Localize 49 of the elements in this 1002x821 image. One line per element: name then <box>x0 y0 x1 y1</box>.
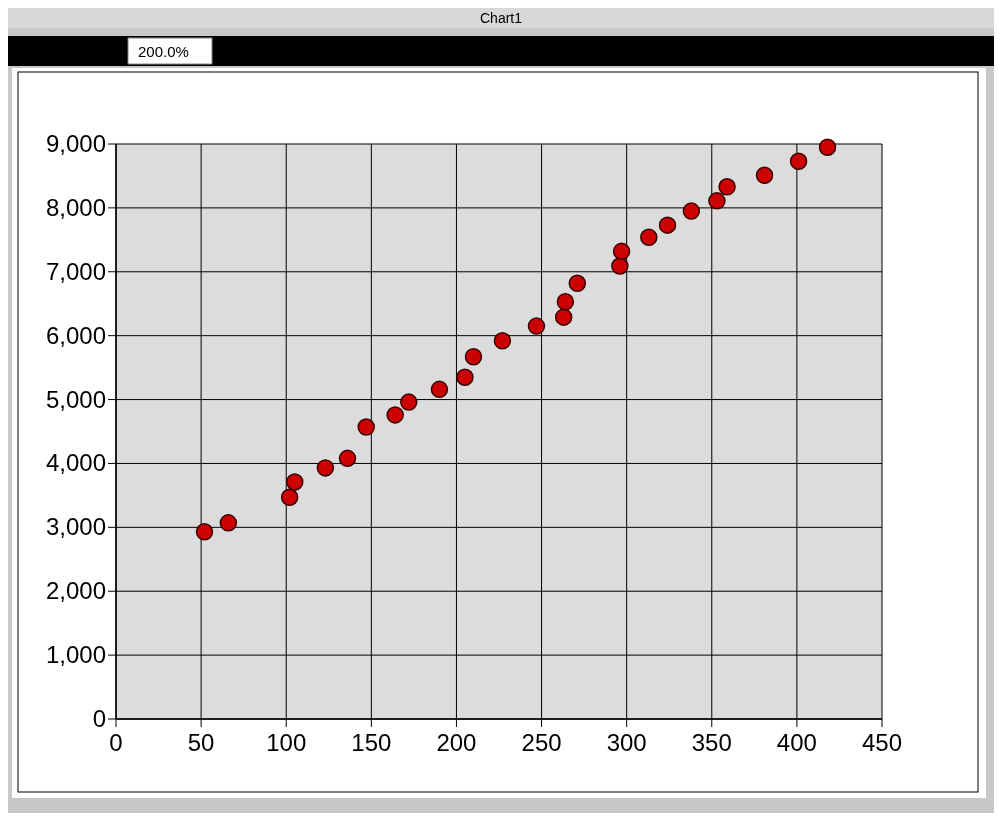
point <box>357 418 375 436</box>
point <box>280 488 299 507</box>
point <box>568 274 587 293</box>
point <box>386 406 404 424</box>
point <box>430 380 449 399</box>
point <box>658 216 677 234</box>
point <box>640 228 658 247</box>
y-tick-label: 3,000 <box>45 513 106 541</box>
point <box>818 138 837 156</box>
x-tick-label: 0 <box>109 729 123 756</box>
point <box>464 348 483 366</box>
point <box>195 523 214 541</box>
point <box>755 166 774 185</box>
x-tick-label: 50 <box>187 729 215 756</box>
chart-title: Chart1 <box>479 10 523 26</box>
point <box>456 368 474 386</box>
x-tick-label: 150 <box>351 729 392 756</box>
point <box>682 202 701 220</box>
x-tick-label: 300 <box>606 729 647 756</box>
y-tick-label: 6,000 <box>45 321 106 349</box>
x-tick-label: 200 <box>436 729 477 756</box>
point <box>789 152 808 170</box>
y-tick-label: 0 <box>92 705 106 732</box>
point <box>219 514 238 532</box>
y-tick-label: 2,000 <box>45 577 106 605</box>
x-tick-label: 250 <box>521 729 562 756</box>
y-tick-label: 1,000 <box>45 641 106 669</box>
point <box>400 393 418 411</box>
point <box>718 178 736 196</box>
point <box>611 257 629 275</box>
point <box>556 293 575 311</box>
point <box>708 192 726 210</box>
point <box>554 308 573 326</box>
y-tick-label: 8,000 <box>45 193 106 221</box>
point <box>285 473 304 491</box>
x-tick-label: 400 <box>776 729 817 756</box>
point <box>527 317 546 335</box>
text: 200.0% <box>138 43 189 60</box>
x-tick-label: 100 <box>266 729 307 756</box>
y-tick-label: 4,000 <box>45 449 106 477</box>
point <box>316 459 335 477</box>
x-tick-label: 450 <box>861 729 903 756</box>
point <box>612 242 631 261</box>
point <box>493 332 512 350</box>
y-tick-label: 7,000 <box>45 257 106 285</box>
y-tick-label: 9,000 <box>45 130 106 157</box>
y-tick-label: 5,000 <box>45 385 106 413</box>
point <box>338 449 357 468</box>
x-tick-label: 350 <box>691 729 732 756</box>
